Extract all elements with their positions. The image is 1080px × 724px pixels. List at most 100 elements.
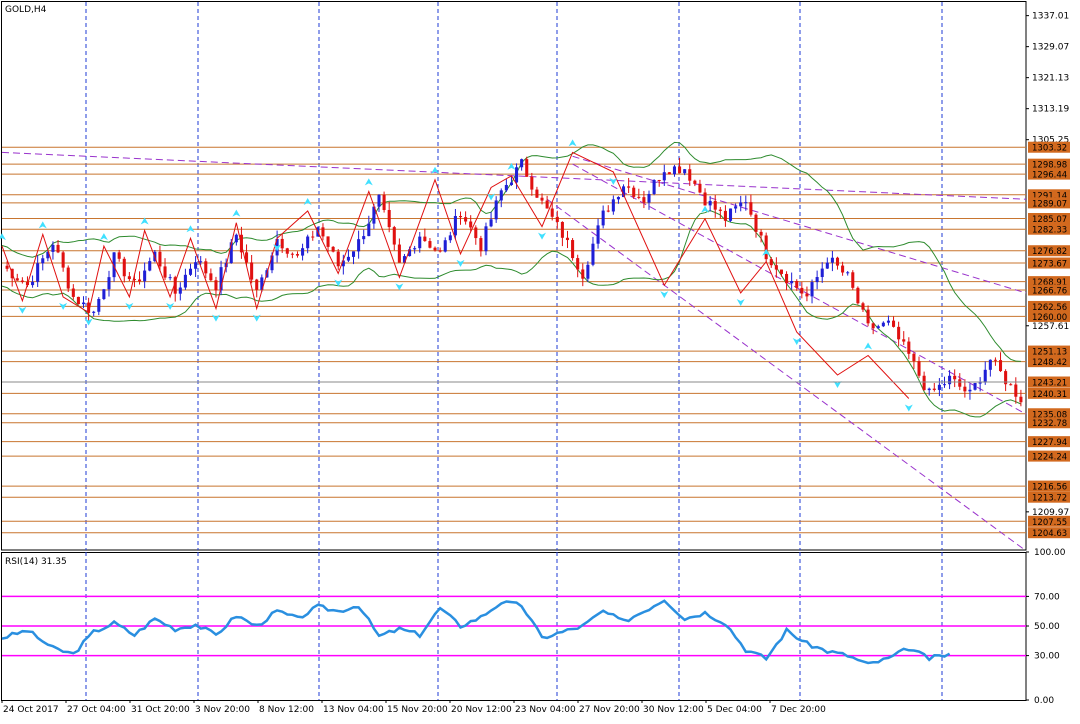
rsi-axis-label: 70.00: [1034, 592, 1060, 602]
candle-body: [36, 263, 40, 282]
candle-body: [71, 288, 75, 297]
trendline[interactable]: [546, 198, 1027, 552]
candle-body: [958, 379, 962, 387]
candle-body: [525, 159, 529, 177]
candle-body: [219, 267, 223, 291]
candle-body: [245, 252, 249, 263]
trendline[interactable]: [572, 155, 1027, 294]
level-price-tag: [1028, 284, 1070, 296]
candle-body: [143, 270, 147, 282]
candle-body: [627, 186, 631, 188]
candle-body: [87, 302, 91, 313]
candle-body: [520, 159, 524, 168]
level-price-tag: [1028, 387, 1070, 399]
rsi-axis-label: 30.00: [1034, 652, 1060, 662]
price-axis-label: 1305.25: [1032, 136, 1069, 146]
level-price-tag-text: 1298.98: [1032, 161, 1067, 171]
candle-body: [978, 382, 982, 384]
level-price-tag: [1028, 376, 1070, 388]
candle-body: [387, 209, 391, 228]
candle-body: [723, 210, 727, 221]
candle-body: [815, 277, 819, 283]
level-price-tag-text: 1243.21: [1032, 379, 1067, 389]
price-axis-label: 1257.61: [1032, 322, 1069, 332]
level-price-tag-text: 1224.24: [1032, 453, 1067, 463]
candle-body: [876, 326, 880, 329]
level-price-tag-text: 1282.33: [1032, 226, 1067, 236]
fractal-down-marker: [395, 283, 404, 291]
fractal-up-marker: [303, 197, 312, 205]
level-price-tag: [1028, 300, 1070, 312]
candle-body: [790, 280, 794, 284]
price-axis-label: 1337.01: [1032, 12, 1069, 22]
candle-body: [489, 219, 493, 227]
candle-body: [5, 265, 9, 269]
level-price-tag: [1028, 345, 1070, 357]
candle-body: [285, 248, 289, 254]
candle-body: [458, 216, 463, 218]
candle-body: [708, 200, 712, 206]
candle-body: [138, 279, 142, 282]
fractal-up-marker: [186, 225, 195, 233]
level-price-tag: [1028, 223, 1070, 235]
candle-body: [683, 169, 687, 174]
candle-body: [805, 293, 809, 297]
candle-body: [927, 388, 931, 391]
candle-body: [51, 244, 55, 252]
fractal-down-marker: [273, 244, 282, 252]
candle-body: [830, 257, 834, 263]
candle-body: [122, 258, 126, 277]
level-price-tag: [1028, 480, 1070, 492]
candle-body: [902, 339, 906, 342]
candle-body: [46, 251, 50, 259]
trendline[interactable]: [572, 163, 1027, 415]
candle-body: [341, 260, 345, 267]
candle-body: [453, 216, 457, 236]
candle-body: [20, 280, 24, 282]
candle-body: [81, 302, 86, 305]
candle-body: [662, 172, 666, 181]
candle-body: [255, 279, 259, 290]
candle-body: [713, 200, 717, 210]
candle-body: [204, 261, 208, 274]
price-axis-label: 1313.19: [1032, 105, 1069, 115]
candle-body: [158, 251, 162, 267]
candle-body: [886, 320, 890, 323]
candle-body: [214, 280, 218, 291]
candle-body: [148, 261, 152, 271]
candle-body: [540, 197, 544, 201]
candle-body: [280, 238, 284, 249]
candle-body: [402, 256, 406, 263]
candle-body: [749, 202, 753, 215]
candle-body: [326, 236, 330, 247]
level-price-tag: [1028, 491, 1070, 503]
candle-body: [942, 384, 947, 386]
fractal-down-marker: [792, 338, 801, 346]
level-price-tag-text: 1268.91: [1032, 278, 1067, 288]
rsi-label: RSI(14) 31.35: [5, 557, 67, 567]
level-price-tag: [1028, 417, 1070, 429]
rsi-axis-label: 100.00: [1034, 548, 1066, 558]
trendline[interactable]: [1, 151, 1027, 200]
fractal-up-marker: [701, 205, 710, 213]
candle-body: [769, 259, 773, 266]
price-axis-label: 1329.07: [1032, 43, 1069, 53]
level-price-tag: [1028, 408, 1070, 420]
candle-body: [657, 179, 661, 181]
level-price-tag-text: 1240.31: [1032, 390, 1067, 400]
fractal-down-marker: [252, 314, 261, 322]
candle-body: [438, 250, 442, 252]
fractal-up-marker: [364, 178, 373, 186]
candle-body: [571, 240, 575, 259]
candle-body: [178, 287, 182, 294]
candle-body: [800, 287, 804, 294]
candle-body: [637, 196, 641, 198]
candle-body: [953, 375, 957, 380]
candle-body: [550, 208, 554, 217]
fractal-down-marker: [487, 193, 496, 201]
candle-body: [301, 248, 305, 256]
level-price-tag-text: 1204.63: [1032, 529, 1067, 539]
candle-body: [397, 244, 401, 263]
